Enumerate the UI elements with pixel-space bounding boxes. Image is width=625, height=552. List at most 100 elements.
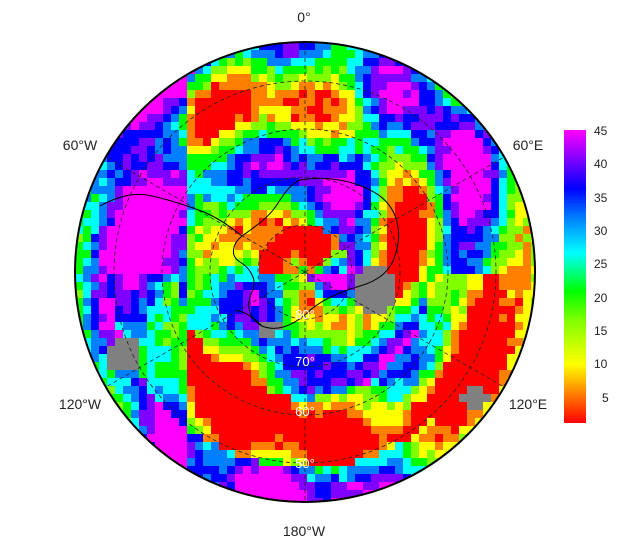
- data-cell: [75, 258, 84, 267]
- data-cell: [203, 394, 212, 403]
- data-cell: [395, 266, 404, 275]
- data-cell: [75, 266, 84, 275]
- data-cell: [179, 146, 188, 155]
- data-cell: [459, 354, 468, 363]
- data-cell: [251, 394, 260, 403]
- data-cell: [243, 386, 252, 395]
- data-cell: [267, 210, 276, 219]
- data-cell: [147, 314, 156, 323]
- data-cell: [243, 130, 252, 139]
- data-cell: [267, 362, 276, 371]
- data-cell: [123, 322, 132, 331]
- data-cell: [411, 394, 420, 403]
- data-cell: [243, 338, 252, 347]
- data-cell: [499, 218, 508, 227]
- data-cell: [475, 178, 484, 187]
- data-cell: [139, 162, 148, 171]
- data-cell: [259, 338, 268, 347]
- data-cell: [307, 474, 316, 483]
- data-cell: [323, 90, 332, 99]
- data-cell: [403, 306, 412, 315]
- data-cell: [171, 178, 180, 187]
- data-cell: [99, 362, 108, 371]
- data-cell: [243, 154, 252, 163]
- data-cell: [179, 130, 188, 139]
- data-cell: [219, 234, 228, 243]
- data-cell: [459, 154, 468, 163]
- data-cell: [435, 290, 444, 299]
- data-cell: [371, 50, 380, 59]
- data-cell: [211, 402, 220, 411]
- data-cell: [347, 226, 356, 235]
- data-cell: [115, 170, 124, 179]
- data-cell: [523, 322, 532, 331]
- data-cell: [243, 58, 252, 67]
- data-cell: [435, 386, 444, 395]
- data-cell: [251, 210, 260, 219]
- data-cell: [195, 162, 204, 171]
- data-cell: [291, 114, 300, 123]
- data-cell: [395, 354, 404, 363]
- data-cell: [267, 98, 276, 107]
- data-cell: [195, 274, 204, 283]
- data-cell: [515, 258, 524, 267]
- data-cell: [219, 146, 228, 155]
- data-cell: [187, 466, 196, 475]
- data-cell: [275, 162, 284, 171]
- data-cell: [363, 426, 372, 435]
- data-cell: [251, 338, 260, 347]
- data-cell: [355, 402, 364, 411]
- data-cell: [339, 282, 348, 291]
- data-cell: [307, 370, 316, 379]
- data-cell: [243, 498, 252, 502]
- data-cell: [371, 122, 380, 131]
- data-cell: [259, 58, 268, 67]
- data-cell: [171, 426, 180, 435]
- data-cell: [211, 186, 220, 195]
- data-cell: [307, 354, 316, 363]
- data-cell: [339, 90, 348, 99]
- data-cell: [291, 162, 300, 171]
- data-cell: [203, 474, 212, 483]
- data-cell: [123, 138, 132, 147]
- data-cell: [435, 186, 444, 195]
- data-cell: [323, 122, 332, 131]
- data-cell: [243, 306, 252, 315]
- data-cell: [435, 378, 444, 387]
- data-cell: [251, 186, 260, 195]
- data-cell: [155, 322, 164, 331]
- data-cell: [371, 106, 380, 115]
- data-cell: [331, 474, 340, 483]
- data-cell: [123, 370, 132, 379]
- data-cell: [483, 170, 492, 179]
- data-cell: [195, 186, 204, 195]
- data-cell: [491, 210, 500, 219]
- data-cell: [243, 162, 252, 171]
- data-cell: [275, 442, 284, 451]
- data-cell: [315, 242, 324, 251]
- data-cell: [331, 482, 340, 491]
- data-cell: [267, 426, 276, 435]
- data-cell: [211, 130, 220, 139]
- data-cell: [291, 210, 300, 219]
- data-cell: [347, 234, 356, 243]
- data-cell: [339, 66, 348, 75]
- data-cell: [499, 314, 508, 323]
- data-cell: [187, 202, 196, 211]
- data-cell: [443, 250, 452, 259]
- data-cell: [323, 58, 332, 67]
- data-cell: [211, 386, 220, 395]
- data-cell: [379, 146, 388, 155]
- data-cell: [123, 202, 132, 211]
- data-cell: [443, 338, 452, 347]
- data-cell: [435, 410, 444, 419]
- data-cell: [291, 426, 300, 435]
- data-cell: [163, 90, 172, 99]
- data-cell: [243, 82, 252, 91]
- data-cell: [291, 66, 300, 75]
- data-cell: [459, 218, 468, 227]
- data-cell: [259, 242, 268, 251]
- data-cell: [91, 194, 100, 203]
- data-cell: [195, 314, 204, 323]
- data-cell: [283, 122, 292, 131]
